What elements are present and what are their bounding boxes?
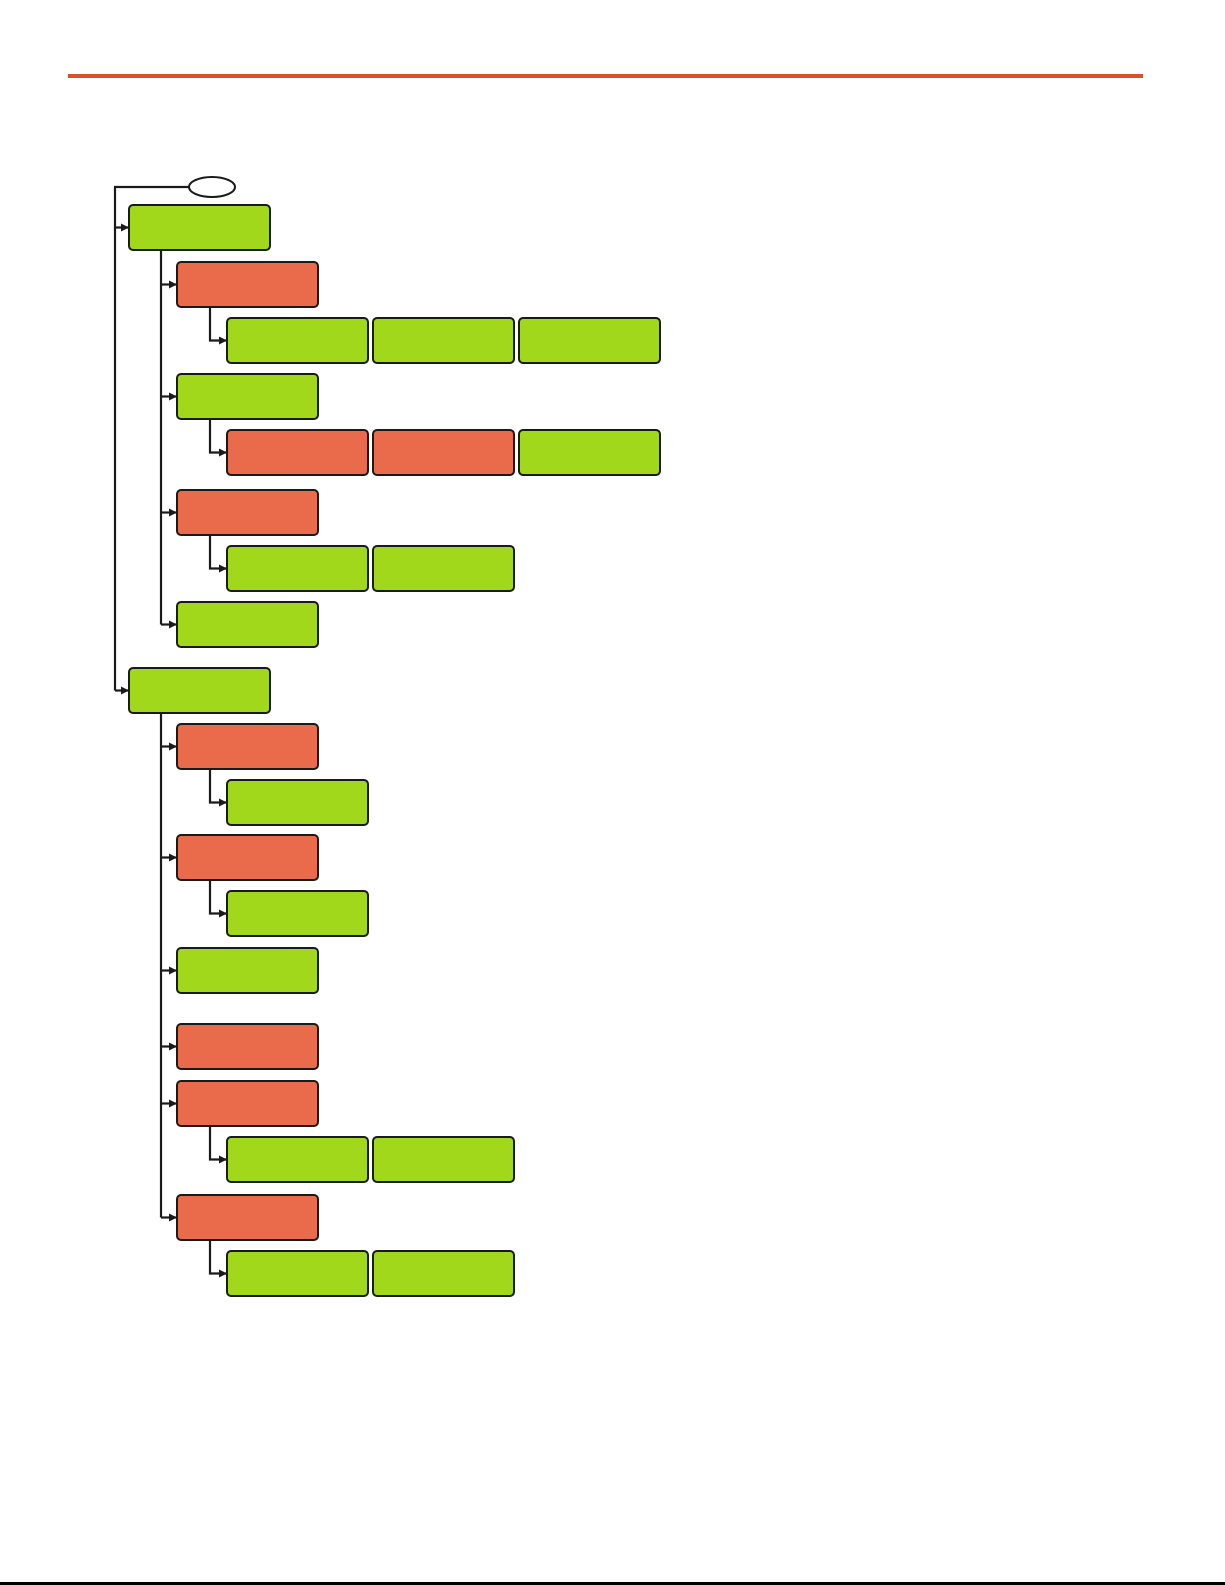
child-node-2-3 xyxy=(176,947,319,994)
child-node-2-3-box xyxy=(176,947,319,994)
group-node-1 xyxy=(128,204,271,251)
item-node-1-2-3-box xyxy=(518,429,661,476)
item-connector-2-6 xyxy=(208,1240,227,1278)
group-node-2-box xyxy=(128,667,271,714)
item-node-1-1-3-box xyxy=(518,317,661,364)
header-rule xyxy=(68,74,1143,78)
child-node-1-4-box xyxy=(176,601,319,648)
item-node-2-6-1 xyxy=(226,1250,369,1297)
child-node-2-4-box xyxy=(176,1023,319,1070)
item-node-1-1-3 xyxy=(518,317,661,364)
item-connector-2-5 xyxy=(208,1126,227,1164)
main-trunk-line xyxy=(113,185,189,691)
child-node-2-5 xyxy=(176,1080,319,1127)
child-node-1-1-box xyxy=(176,261,319,308)
child-node-2-1-box xyxy=(176,723,319,770)
group-node-2 xyxy=(128,667,271,714)
item-node-1-2-1-box xyxy=(226,429,369,476)
item-node-2-5-2 xyxy=(372,1136,515,1183)
item-node-1-1-1 xyxy=(226,317,369,364)
child-node-1-2 xyxy=(176,373,319,420)
item-node-1-2-3 xyxy=(518,429,661,476)
child-node-2-1 xyxy=(176,723,319,770)
item-node-1-3-2 xyxy=(372,545,515,592)
item-node-1-2-1 xyxy=(226,429,369,476)
tree-nodes xyxy=(128,176,661,1297)
child-node-2-2-box xyxy=(176,834,319,881)
item-node-2-5-2-box xyxy=(372,1136,515,1183)
item-connector-1-3 xyxy=(208,535,227,573)
footer-rule xyxy=(0,1582,1225,1585)
item-node-1-3-1-box xyxy=(226,545,369,592)
item-connector-1-1 xyxy=(208,307,227,345)
item-node-1-3-1 xyxy=(226,545,369,592)
item-connector-2-1 xyxy=(208,769,227,807)
item-node-1-1-2 xyxy=(372,317,515,364)
item-node-1-1-2-box xyxy=(372,317,515,364)
child-node-2-6-box xyxy=(176,1194,319,1241)
connector-lines xyxy=(113,185,227,1278)
child-node-1-3 xyxy=(176,489,319,536)
item-node-1-2-2-box xyxy=(372,429,515,476)
item-node-2-1-1-box xyxy=(226,779,369,826)
item-node-2-2-1-box xyxy=(226,890,369,937)
child-node-1-1 xyxy=(176,261,319,308)
child-node-2-2 xyxy=(176,834,319,881)
child-node-2-4 xyxy=(176,1023,319,1070)
item-node-2-6-2-box xyxy=(372,1250,515,1297)
item-node-2-2-1 xyxy=(226,890,369,937)
item-connector-2-2 xyxy=(208,880,227,918)
child-node-2-5-box xyxy=(176,1080,319,1127)
item-connector-1-2 xyxy=(208,419,227,457)
item-node-2-5-1-box xyxy=(226,1136,369,1183)
child-node-2-6 xyxy=(176,1194,319,1241)
item-node-2-1-1 xyxy=(226,779,369,826)
child-node-1-4 xyxy=(176,601,319,648)
group-node-1-box xyxy=(128,204,271,251)
item-node-2-6-2 xyxy=(372,1250,515,1297)
item-node-2-6-1-box xyxy=(226,1250,369,1297)
item-node-2-5-1 xyxy=(226,1136,369,1183)
item-node-1-1-1-box xyxy=(226,317,369,364)
item-node-1-3-2-box xyxy=(372,545,515,592)
item-node-1-2-2 xyxy=(372,429,515,476)
child-node-1-3-box xyxy=(176,489,319,536)
child-node-1-2-box xyxy=(176,373,319,420)
root-node xyxy=(188,176,236,198)
